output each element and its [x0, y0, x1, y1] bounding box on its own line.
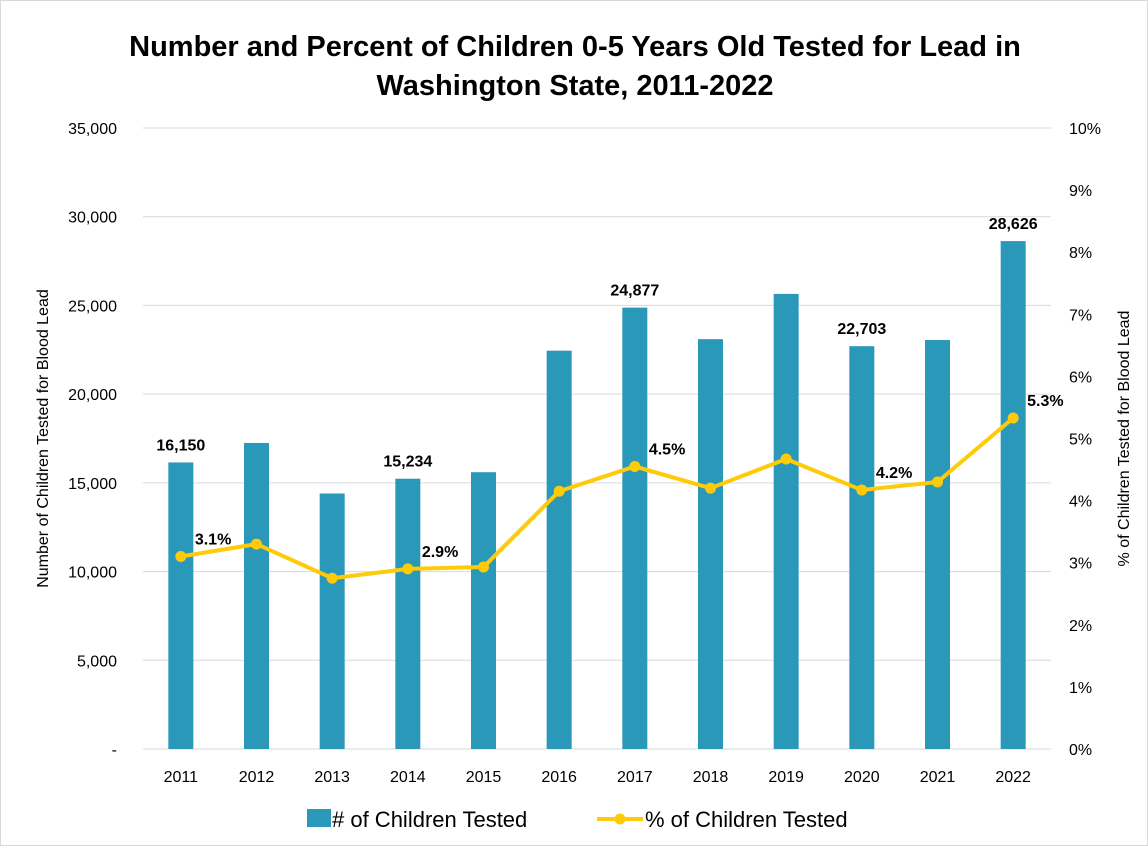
percent-point-2021	[932, 476, 943, 488]
bar-2017	[622, 307, 648, 749]
bar-data-label: 22,703	[837, 321, 886, 338]
bar-2015	[471, 472, 496, 749]
x-tick-label: 2016	[541, 769, 577, 786]
percent-point-2014	[402, 563, 414, 575]
percent-line	[180, 416, 1015, 581]
y-left-tick-label: 30,000	[68, 210, 117, 227]
percent-point-2016	[553, 485, 565, 497]
percent-point-2011	[175, 550, 187, 562]
bar-data-label: 15,234	[383, 454, 432, 471]
percent-point-2019	[780, 453, 792, 465]
y-left-tick-label: 35,000	[68, 121, 117, 138]
percent-point-2017	[629, 460, 641, 472]
bar-2014	[395, 478, 421, 749]
legend-bar-swatch	[307, 809, 331, 827]
y-right-tick-label: 2%	[1069, 618, 1092, 635]
bar-2016	[546, 350, 572, 749]
legend-bar-label: # of Children Tested	[332, 807, 527, 832]
bar-2012	[244, 442, 269, 749]
bar-2019	[773, 293, 799, 749]
x-tick-label: 2014	[390, 769, 426, 786]
percent-point-2015	[478, 561, 489, 573]
x-tick-label: 2015	[466, 769, 502, 786]
y-axis-label-left: Number of Children Tested for Blood Lead	[35, 289, 52, 588]
y-right-tick-label: 8%	[1069, 245, 1092, 262]
y-left-tick-label: 5,000	[77, 653, 117, 670]
x-tick-label: 2012	[239, 769, 275, 786]
x-tick-label: 2011	[164, 769, 199, 786]
percent-point-2022	[1007, 412, 1019, 424]
bar-2020	[849, 346, 875, 749]
y-left-tick-label: 15,000	[68, 476, 117, 493]
bar-2011	[168, 462, 194, 749]
y-right-tick-label: 10%	[1069, 121, 1101, 138]
bar-data-label: 24,877	[610, 283, 659, 300]
line-data-label: 4.5%	[649, 441, 685, 458]
y-right-tick-label: 7%	[1069, 307, 1092, 324]
chart-title-line: Number and Percent of Children 0-5 Years…	[129, 31, 1021, 63]
bar-data-label: 16,150	[156, 437, 205, 454]
x-tick-label: 2018	[693, 769, 729, 786]
line-data-label: 2.9%	[422, 544, 458, 561]
y-right-tick-label: 9%	[1069, 183, 1092, 200]
bar-2021	[925, 340, 950, 749]
x-tick-label: 2021	[920, 769, 956, 786]
line-data-label: 4.2%	[876, 465, 912, 482]
legend-line-label: % of Children Tested	[645, 807, 848, 832]
y-axis-label-right: % of Children Tested for Blood Lead	[1116, 311, 1133, 567]
bar-data-label: 28,626	[989, 216, 1038, 233]
chart-title-line: Washington State, 2011-2022	[376, 70, 773, 102]
line-data-label: 3.1%	[195, 531, 231, 548]
y-left-tick-label: -	[112, 742, 117, 759]
x-tick-label: 2020	[844, 769, 880, 786]
legend-line-marker	[614, 813, 626, 825]
y-left-tick-label: 25,000	[68, 298, 117, 315]
y-right-tick-label: 0%	[1069, 742, 1092, 759]
percent-point-2013	[326, 572, 338, 584]
y-right-tick-label: 1%	[1069, 680, 1092, 697]
bar-2022	[1000, 241, 1026, 750]
x-tick-label: 2013	[314, 769, 350, 786]
y-right-tick-label: 3%	[1069, 556, 1092, 573]
x-tick-label: 2022	[995, 769, 1031, 786]
y-left-tick-label: 20,000	[68, 387, 117, 404]
percent-point-2018	[705, 482, 716, 494]
y-right-tick-label: 5%	[1069, 432, 1092, 449]
line-data-label: 5.3%	[1027, 393, 1063, 410]
x-tick-label: 2017	[617, 769, 653, 786]
y-right-tick-label: 4%	[1069, 494, 1092, 511]
y-right-tick-label: 6%	[1069, 369, 1092, 386]
x-tick-label: 2019	[768, 769, 804, 786]
percent-point-2012	[251, 538, 262, 550]
bar-2013	[319, 493, 345, 749]
y-left-tick-label: 10,000	[68, 565, 117, 582]
percent-point-2020	[856, 484, 868, 496]
bar-2018	[698, 339, 723, 749]
